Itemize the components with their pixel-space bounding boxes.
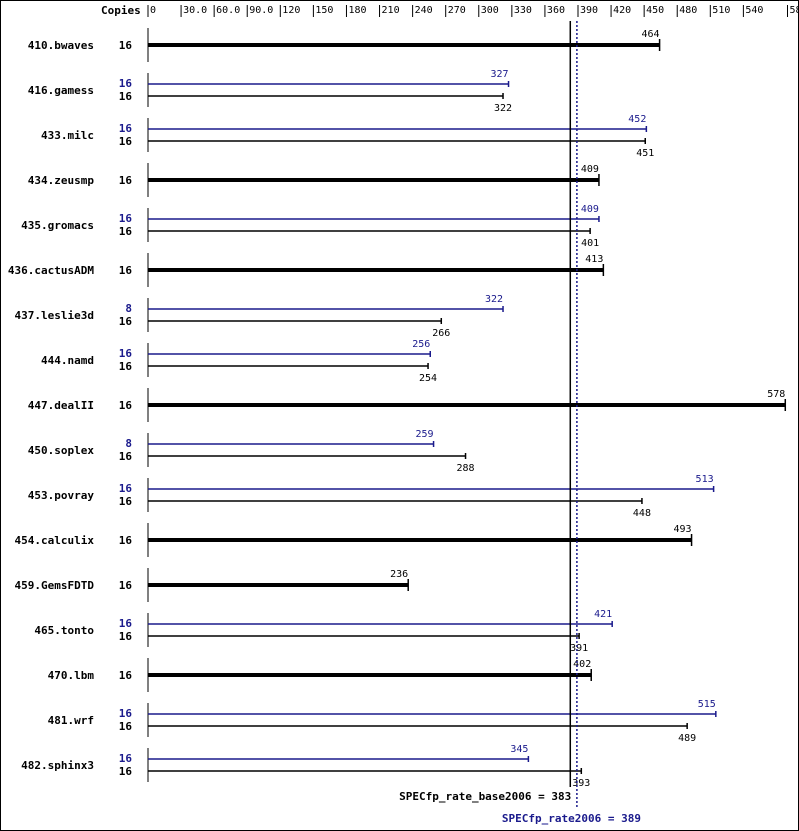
peak-value-label: 259 [416,429,434,440]
x-tick-label: 0 [150,5,156,16]
x-tick-label: 300 [481,5,499,16]
x-tick-label: 580 [789,5,798,16]
base-value-label: 413 [585,254,603,265]
x-tick-label: 270 [448,5,466,16]
benchmark-label: 410.bwaves [28,39,94,52]
base-copies: 16 [119,765,133,778]
base-copies: 16 [119,630,133,643]
x-tick-label: 450 [646,5,664,16]
base-value-label: 391 [570,643,588,654]
base-copies: 16 [119,360,133,373]
base-copies: 16 [119,720,133,733]
benchmark-label: 436.cactusADM [8,264,94,277]
base-copies: 16 [119,669,133,682]
peak-value-label: 452 [628,114,646,125]
x-tick-label: 30.0 [183,5,207,16]
base-value-label: 401 [581,238,599,249]
peak-copies: 16 [119,617,133,630]
benchmark-label: 433.milc [41,129,94,142]
base-copies: 16 [119,90,133,103]
x-tick-label: 90.0 [249,5,273,16]
copies-header: Copies [101,4,141,17]
base-value-label: 464 [642,29,660,40]
peak-value-label: 327 [490,69,508,80]
base-value-label: 254 [419,373,437,384]
peak-reference-label: SPECfp_rate2006 = 389 [502,812,641,825]
x-tick-label: 120 [282,5,300,16]
peak-copies: 8 [125,437,132,450]
base-value-label: 409 [581,164,599,175]
base-copies: 16 [119,174,133,187]
benchmark-label: 454.calculix [15,534,95,547]
base-copies: 16 [119,264,133,277]
peak-copies: 16 [119,122,133,135]
base-value-label: 236 [390,569,408,580]
x-tick-label: 480 [679,5,697,16]
base-value-label: 578 [767,389,785,400]
base-value-label: 393 [572,778,590,789]
peak-value-label: 421 [594,609,612,620]
peak-copies: 8 [125,302,132,315]
benchmark-label: 465.tonto [34,624,94,637]
benchmark-label: 416.gamess [28,84,94,97]
peak-value-label: 513 [696,474,714,485]
x-tick-label: 150 [315,5,333,16]
benchmark-label: 447.dealII [28,399,94,412]
peak-copies: 16 [119,482,133,495]
x-tick-label: 510 [712,5,730,16]
benchmark-label: 437.leslie3d [15,309,94,322]
base-copies: 16 [119,534,133,547]
base-value-label: 288 [457,463,475,474]
peak-copies: 16 [119,347,133,360]
benchmark-label: 470.lbm [48,669,95,682]
peak-value-label: 515 [698,699,716,710]
x-tick-label: 390 [580,5,598,16]
base-copies: 16 [119,450,133,463]
base-copies: 16 [119,225,133,238]
x-tick-label: 360 [547,5,565,16]
base-value-label: 266 [432,328,450,339]
x-tick-label: 210 [382,5,400,16]
benchmark-label: 435.gromacs [21,219,94,232]
base-value-label: 402 [573,659,591,670]
base-copies: 16 [119,579,133,592]
base-copies: 16 [119,135,133,148]
peak-copies: 16 [119,212,133,225]
peak-copies: 16 [119,752,133,765]
peak-value-label: 322 [485,294,503,305]
x-tick-label: 420 [613,5,631,16]
base-value-label: 451 [636,148,654,159]
base-value-label: 448 [633,508,651,519]
peak-value-label: 345 [510,744,528,755]
peak-copies: 16 [119,707,133,720]
base-copies: 16 [119,315,133,328]
base-value-label: 489 [678,733,696,744]
benchmark-label: 444.namd [41,354,94,367]
x-tick-label: 540 [745,5,763,16]
benchmark-label: 459.GemsFDTD [15,579,95,592]
benchmark-label: 434.zeusmp [28,174,95,187]
base-reference-label: SPECfp_rate_base2006 = 383 [399,790,571,803]
benchmark-label: 453.povray [28,489,95,502]
base-copies: 16 [119,399,133,412]
peak-copies: 16 [119,77,133,90]
base-value-label: 322 [494,103,512,114]
peak-value-label: 256 [412,339,430,350]
x-tick-label: 330 [514,5,532,16]
base-value-label: 493 [674,524,692,535]
peak-value-label: 409 [581,204,599,215]
benchmark-label: 450.soplex [28,444,95,457]
base-copies: 16 [119,39,133,52]
base-copies: 16 [119,495,133,508]
x-tick-label: 240 [415,5,433,16]
benchmark-label: 481.wrf [48,714,94,727]
benchmark-label: 482.sphinx3 [21,759,94,772]
x-tick-label: 180 [348,5,366,16]
x-tick-label: 60.0 [216,5,240,16]
